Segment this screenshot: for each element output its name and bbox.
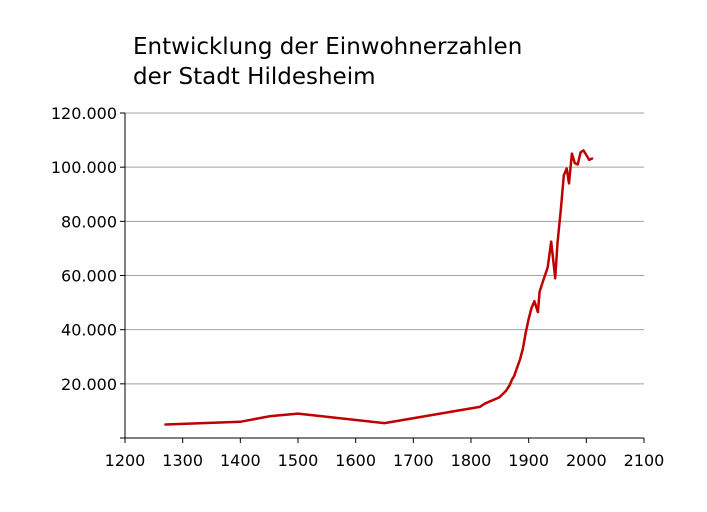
- x-tick-label: 2100: [624, 451, 665, 470]
- x-tick-label: 1500: [278, 451, 319, 470]
- x-tick-label: 1600: [335, 451, 376, 470]
- y-tick-label: 40.000: [61, 321, 117, 340]
- y-tick-label: 120.000: [51, 104, 117, 123]
- series-line: [164, 149, 594, 426]
- y-tick-label: 80.000: [61, 212, 117, 231]
- x-tick-label: 1300: [162, 451, 203, 470]
- y-tick-label: 100.000: [51, 158, 117, 177]
- x-tick-label: 1400: [220, 451, 261, 470]
- chart-title: Entwicklung der Einwohnerzahlen der Stad…: [133, 32, 522, 92]
- x-tick-label: 1700: [393, 451, 434, 470]
- x-tick-label: 2000: [566, 451, 607, 470]
- x-tick-label: 1200: [105, 451, 146, 470]
- chart-title-line-1: Entwicklung der Einwohnerzahlen: [133, 34, 523, 60]
- y-tick-label: 20.000: [61, 375, 117, 394]
- chart-title-line-2: der Stadt Hildesheim: [133, 64, 376, 90]
- x-tick-label: 1800: [451, 451, 492, 470]
- x-tick-label: 1900: [508, 451, 549, 470]
- y-tick-label: 60.000: [61, 267, 117, 286]
